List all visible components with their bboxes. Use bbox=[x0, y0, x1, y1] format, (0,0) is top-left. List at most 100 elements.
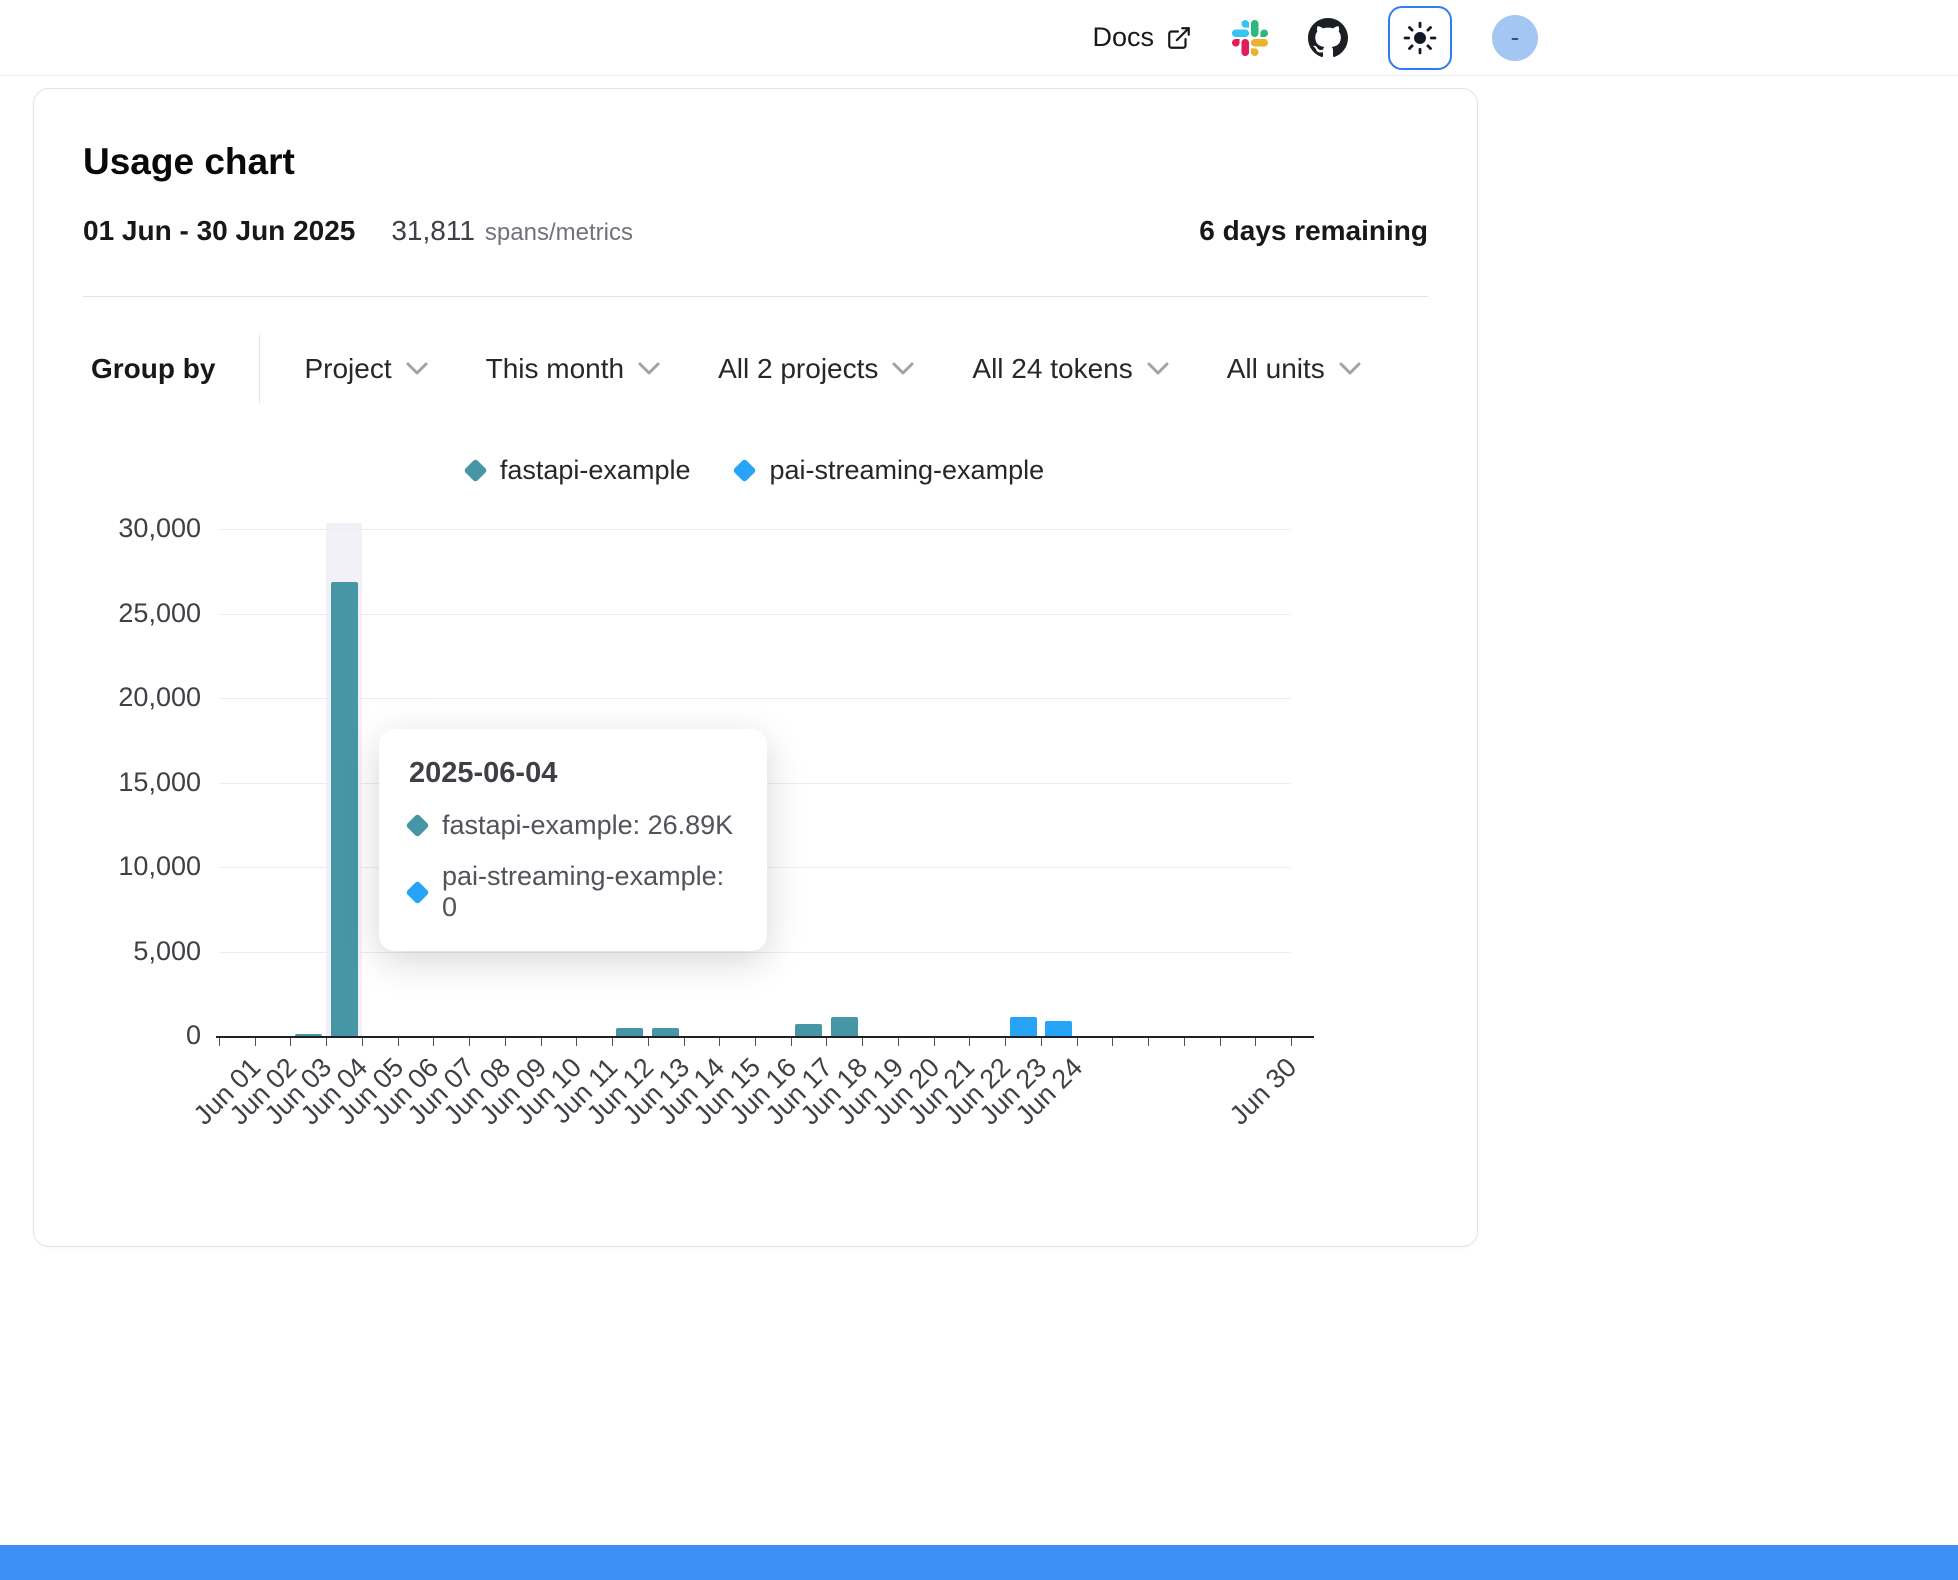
github-link[interactable] bbox=[1308, 17, 1348, 58]
x-axis-tick bbox=[683, 1038, 685, 1046]
legend-item-pai-streaming-example[interactable]: pai-streaming-example bbox=[732, 455, 1045, 486]
github-icon bbox=[1308, 17, 1348, 58]
time-range-select[interactable]: This month bbox=[486, 353, 661, 385]
usage-card: Usage chart 01 Jun - 30 Jun 2025 31,811 … bbox=[33, 88, 1478, 1247]
avatar-label: - bbox=[1510, 22, 1520, 52]
topbar: Docs bbox=[0, 0, 1958, 76]
tooltip-row: fastapi-example: 26.89K bbox=[405, 810, 737, 841]
chevron-down-icon bbox=[1339, 362, 1361, 376]
x-axis-tick bbox=[326, 1038, 328, 1046]
page-title: Usage chart bbox=[83, 141, 295, 182]
chevron-down-icon bbox=[1147, 362, 1169, 376]
x-axis-tick bbox=[219, 1038, 220, 1046]
y-axis-label: 0 bbox=[185, 1020, 201, 1050]
x-axis-tick bbox=[647, 1038, 649, 1046]
usage-unit: spans/metrics bbox=[484, 219, 633, 246]
x-axis-tick bbox=[290, 1038, 292, 1046]
y-axis-label: 25,000 bbox=[118, 597, 201, 628]
x-axis-tick bbox=[790, 1038, 792, 1046]
x-axis-tick bbox=[540, 1038, 542, 1046]
chevron-down-icon bbox=[638, 362, 660, 376]
slack-link[interactable] bbox=[1232, 19, 1268, 56]
filter-bar: Group by Project This month All 2 projec… bbox=[91, 335, 1361, 403]
y-axis-label: 20,000 bbox=[118, 682, 201, 712]
group-by-select[interactable]: Project bbox=[304, 353, 428, 385]
tooltip-diamond-icon bbox=[405, 879, 430, 905]
chart-bar[interactable] bbox=[795, 1024, 823, 1036]
chart-tooltip: 2025-06-04 fastapi-example: 26.89K pai-s… bbox=[379, 729, 767, 951]
y-axis-label: 30,000 bbox=[118, 513, 201, 543]
bottom-accent-bar bbox=[0, 1545, 1958, 1580]
x-axis-tick bbox=[755, 1038, 756, 1046]
x-axis-tick bbox=[1183, 1038, 1185, 1046]
chart-bar[interactable] bbox=[830, 1017, 858, 1036]
chart-legend: fastapi-example pai-streaming-example bbox=[34, 455, 1477, 486]
gridline bbox=[219, 698, 1291, 699]
filter-separator bbox=[259, 335, 261, 403]
x-axis-label: Jun 30 bbox=[1223, 1052, 1303, 1131]
gridline bbox=[219, 951, 1291, 953]
chart-plot: 0 5,000 10,000 15,000 20,000 25,000 30,000 Jun … bbox=[118, 513, 1314, 1131]
x-axis-tick bbox=[612, 1038, 614, 1046]
x-axis-tick bbox=[361, 1038, 363, 1046]
chart-bar[interactable] bbox=[1009, 1017, 1037, 1036]
legend-diamond-icon bbox=[732, 458, 758, 483]
chart-bar[interactable] bbox=[1045, 1020, 1073, 1036]
units-select-value: All units bbox=[1226, 353, 1325, 384]
x-axis-tick bbox=[504, 1038, 506, 1046]
x-axis-tick bbox=[1219, 1038, 1221, 1046]
x-axis-tick bbox=[826, 1038, 828, 1046]
x-axis-tick bbox=[254, 1038, 256, 1046]
chart-bar[interactable] bbox=[652, 1027, 680, 1036]
section-divider bbox=[83, 296, 1428, 297]
y-axis-label: 5,000 bbox=[133, 935, 201, 966]
tooltip-diamond-icon bbox=[405, 813, 430, 838]
date-range: 01 Jun - 30 Jun 2025 bbox=[83, 215, 356, 246]
theme-toggle-button[interactable] bbox=[1388, 5, 1452, 70]
user-avatar[interactable]: - bbox=[1492, 14, 1538, 61]
legend-item-fastapi-example[interactable]: fastapi-example bbox=[463, 455, 691, 486]
y-axis-label: 15,000 bbox=[118, 766, 201, 797]
x-axis-tick bbox=[1148, 1038, 1150, 1046]
tooltip-date: 2025-06-04 bbox=[409, 757, 558, 789]
x-axis-tick bbox=[1291, 1038, 1292, 1046]
usage-count: 31,811 bbox=[391, 215, 475, 246]
sun-icon bbox=[1403, 21, 1437, 55]
docs-link-label: Docs bbox=[1092, 22, 1154, 52]
x-axis-tick bbox=[933, 1038, 935, 1046]
x-axis-tick bbox=[397, 1038, 399, 1046]
projects-select[interactable]: All 2 projects bbox=[718, 353, 914, 385]
days-remaining: 6 days remaining bbox=[1199, 215, 1428, 246]
x-axis-tick bbox=[576, 1038, 578, 1046]
x-axis-tick bbox=[1255, 1038, 1257, 1046]
gridline bbox=[219, 613, 1291, 615]
chart-bar[interactable] bbox=[616, 1028, 644, 1036]
tooltip-entry-text: pai-streaming-example: 0 bbox=[442, 861, 725, 922]
legend-label: fastapi-example bbox=[499, 455, 691, 485]
legend-diamond-icon bbox=[463, 458, 488, 483]
x-axis-tick bbox=[862, 1038, 864, 1046]
x-axis-tick bbox=[719, 1038, 721, 1046]
x-axis-tick bbox=[469, 1038, 471, 1046]
x-axis-tick bbox=[433, 1038, 435, 1046]
legend-label: pai-streaming-example bbox=[769, 455, 1045, 485]
x-axis-line bbox=[216, 1036, 1314, 1038]
chevron-down-icon bbox=[892, 362, 914, 376]
group-by-select-value: Project bbox=[304, 353, 392, 384]
tooltip-row: pai-streaming-example: 0 bbox=[405, 861, 737, 923]
projects-select-value: All 2 projects bbox=[718, 353, 879, 384]
x-axis-tick bbox=[1040, 1038, 1042, 1046]
tokens-select[interactable]: All 24 tokens bbox=[972, 353, 1169, 385]
x-axis-tick bbox=[897, 1038, 899, 1046]
chart-bar[interactable] bbox=[294, 1034, 322, 1036]
docs-link[interactable]: Docs bbox=[1092, 22, 1192, 53]
x-axis-tick bbox=[969, 1038, 971, 1046]
x-axis-tick bbox=[1076, 1038, 1078, 1046]
group-by-label: Group by bbox=[91, 353, 216, 384]
chevron-down-icon bbox=[406, 362, 428, 376]
slack-icon bbox=[1232, 19, 1268, 56]
chart-bar[interactable] bbox=[330, 581, 358, 1036]
external-link-icon bbox=[1166, 25, 1192, 51]
units-select[interactable]: All units bbox=[1227, 353, 1361, 385]
tokens-select-value: All 24 tokens bbox=[972, 353, 1133, 384]
